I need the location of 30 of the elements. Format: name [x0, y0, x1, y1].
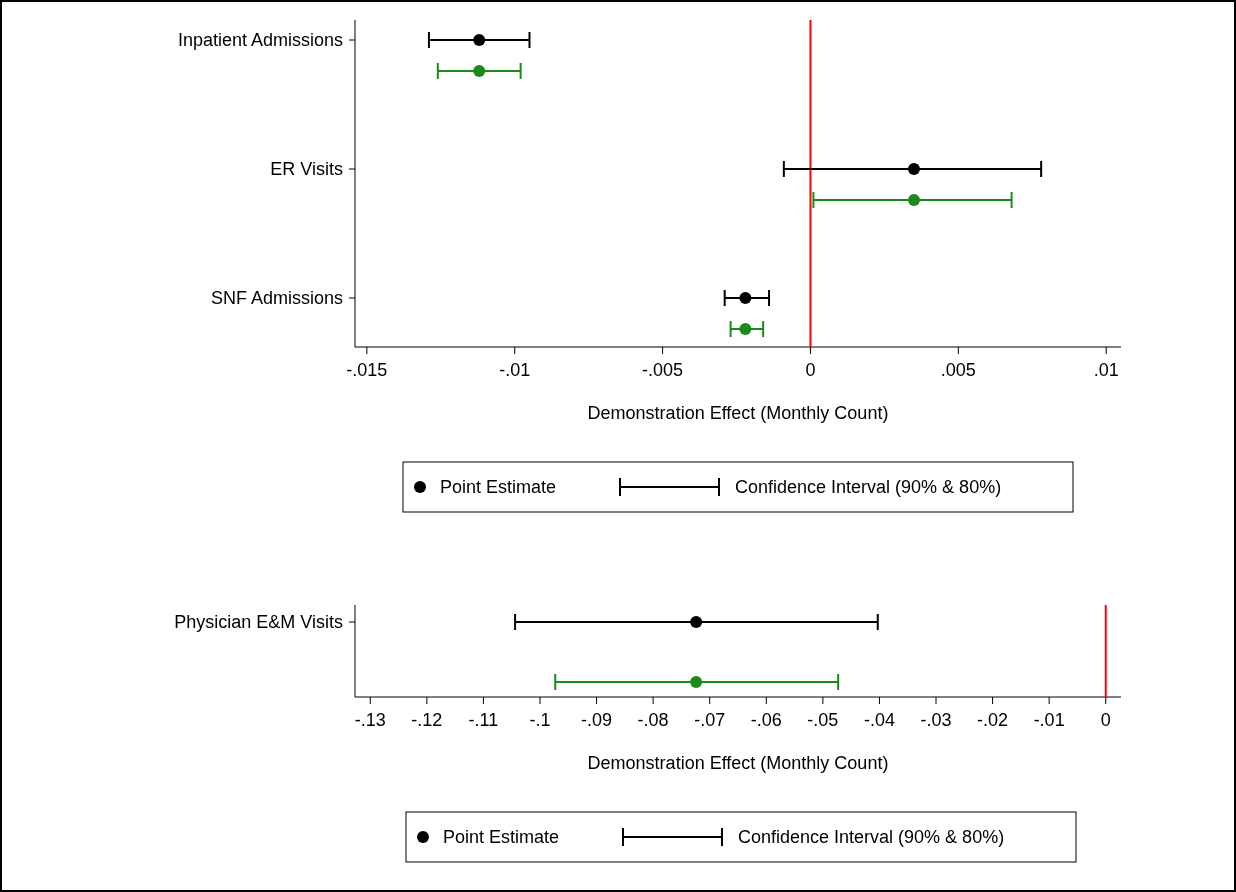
x-tick-label: .005 — [940, 360, 976, 380]
x-axis-title: Demonstration Effect (Monthly Count) — [587, 403, 889, 423]
text: Point Estimate — [440, 477, 557, 498]
x-tick-label: -.01 — [499, 360, 531, 380]
y-tick-label: Inpatient Admissions — [177, 30, 343, 51]
x-tick-label: -.07 — [694, 710, 726, 730]
text: Confidence Interval (90% & 80%) — [738, 827, 1005, 848]
x-tick-label: .01 — [1093, 360, 1119, 380]
x-tick-label: -.13 — [354, 710, 386, 730]
y-tick-label: Physician E&M Visits — [174, 612, 343, 633]
x-tick-label: -.01 — [1033, 710, 1065, 730]
x-tick-label: -.06 — [750, 710, 782, 730]
x-tick-label: -.09 — [581, 710, 613, 730]
x-tick-label: -.12 — [411, 710, 443, 730]
x-tick-label: -.015 — [346, 360, 388, 380]
x-axis-title: Demonstration Effect (Monthly Count) — [587, 753, 889, 773]
x-tick-label: -.11 — [468, 710, 499, 730]
x-tick-label: -.02 — [977, 710, 1009, 730]
text: Confidence Interval (90% & 80%) — [735, 477, 1002, 498]
x-tick-label: 0 — [805, 360, 816, 380]
x-tick-label: -.04 — [863, 710, 895, 730]
x-tick-label: -.03 — [920, 710, 952, 730]
x-tick-label: -.1 — [529, 710, 551, 730]
text: Point Estimate — [443, 827, 560, 848]
x-tick-label: 0 — [1100, 710, 1111, 730]
y-tick-label: ER Visits — [270, 159, 343, 180]
x-tick-label: -.005 — [642, 360, 684, 380]
x-tick-label: -.08 — [637, 710, 669, 730]
x-tick-label: -.05 — [807, 710, 839, 730]
y-tick-label: SNF Admissions — [210, 288, 343, 309]
